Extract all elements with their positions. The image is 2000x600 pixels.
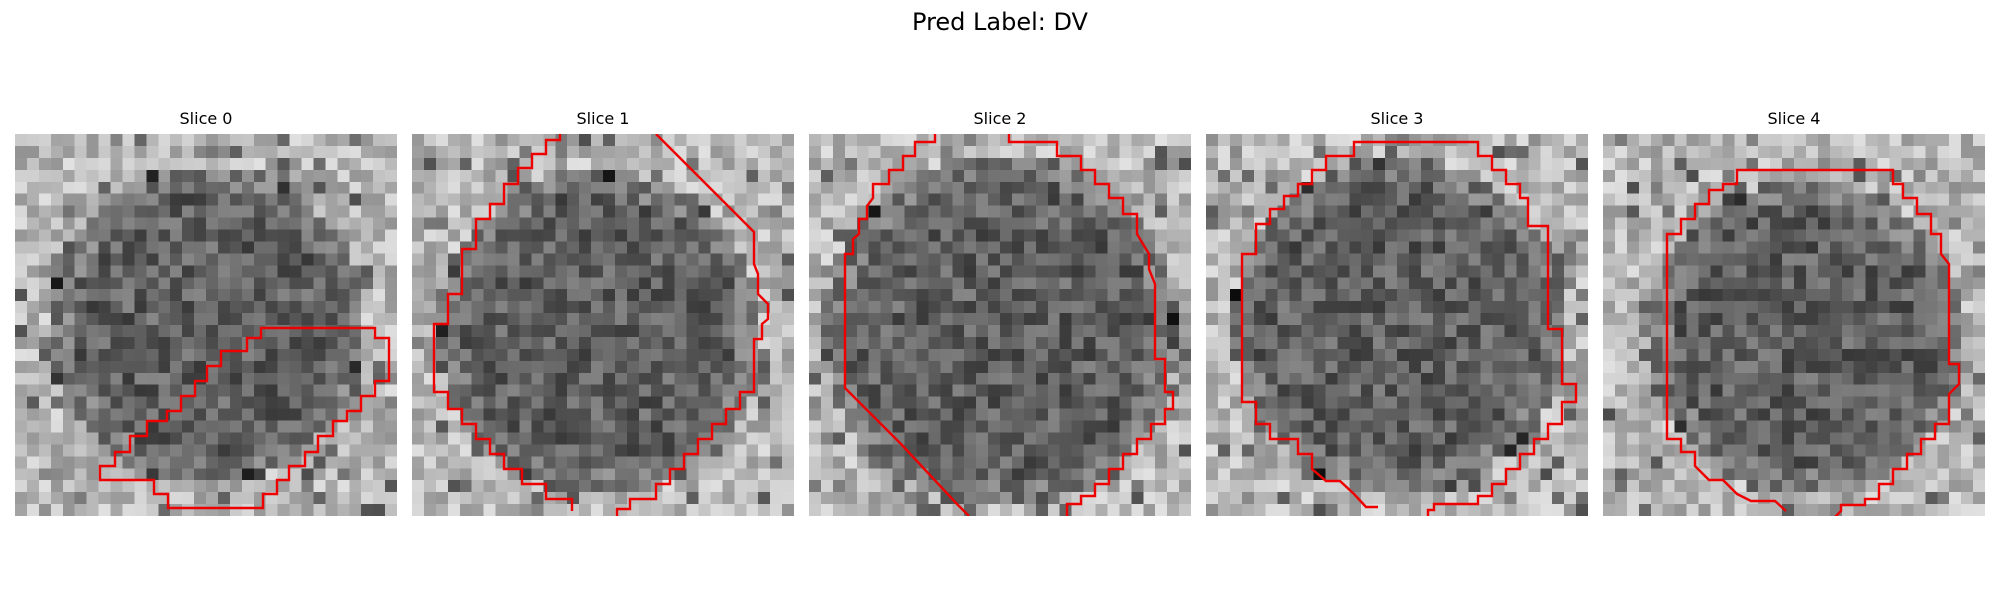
segmentation-contour-2 (843, 134, 1175, 516)
slice-title-1: Slice 1 (576, 109, 630, 128)
slice-pixels-0 (15, 134, 397, 516)
slice-panel-3: Slice 3 (1206, 108, 1588, 516)
segmentation-contour-3 (1240, 140, 1578, 516)
slice-image-3 (1206, 134, 1588, 516)
contour-overlay-4 (1665, 168, 1961, 516)
slice-title-0: Slice 0 (179, 109, 233, 128)
segmentation-contour-0 (98, 326, 391, 510)
slice-image-4 (1603, 134, 1985, 516)
segmentation-contour-4 (1665, 168, 1961, 516)
slice-pixels-1 (412, 134, 794, 516)
slice-panel-4: Slice 4 (1603, 108, 1985, 516)
slice-title-2: Slice 2 (973, 109, 1027, 128)
slice-panel-0: Slice 0 (15, 108, 397, 516)
contour-overlay-1 (432, 134, 770, 516)
slice-image-1 (412, 134, 794, 516)
slice-image-0 (15, 134, 397, 516)
slice-title-3: Slice 3 (1370, 109, 1424, 128)
contour-overlay-0 (98, 326, 391, 510)
slice-title-4: Slice 4 (1767, 109, 1821, 128)
slice-panel-1: Slice 1 (412, 108, 794, 516)
segmentation-contour-1 (432, 134, 770, 516)
slice-panel-2: Slice 2 (809, 108, 1191, 516)
slice-image-2 (809, 134, 1191, 516)
contour-overlay-2 (843, 134, 1175, 516)
contour-overlay-3 (1240, 140, 1578, 516)
figure-title: Pred Label: DV (912, 8, 1088, 36)
